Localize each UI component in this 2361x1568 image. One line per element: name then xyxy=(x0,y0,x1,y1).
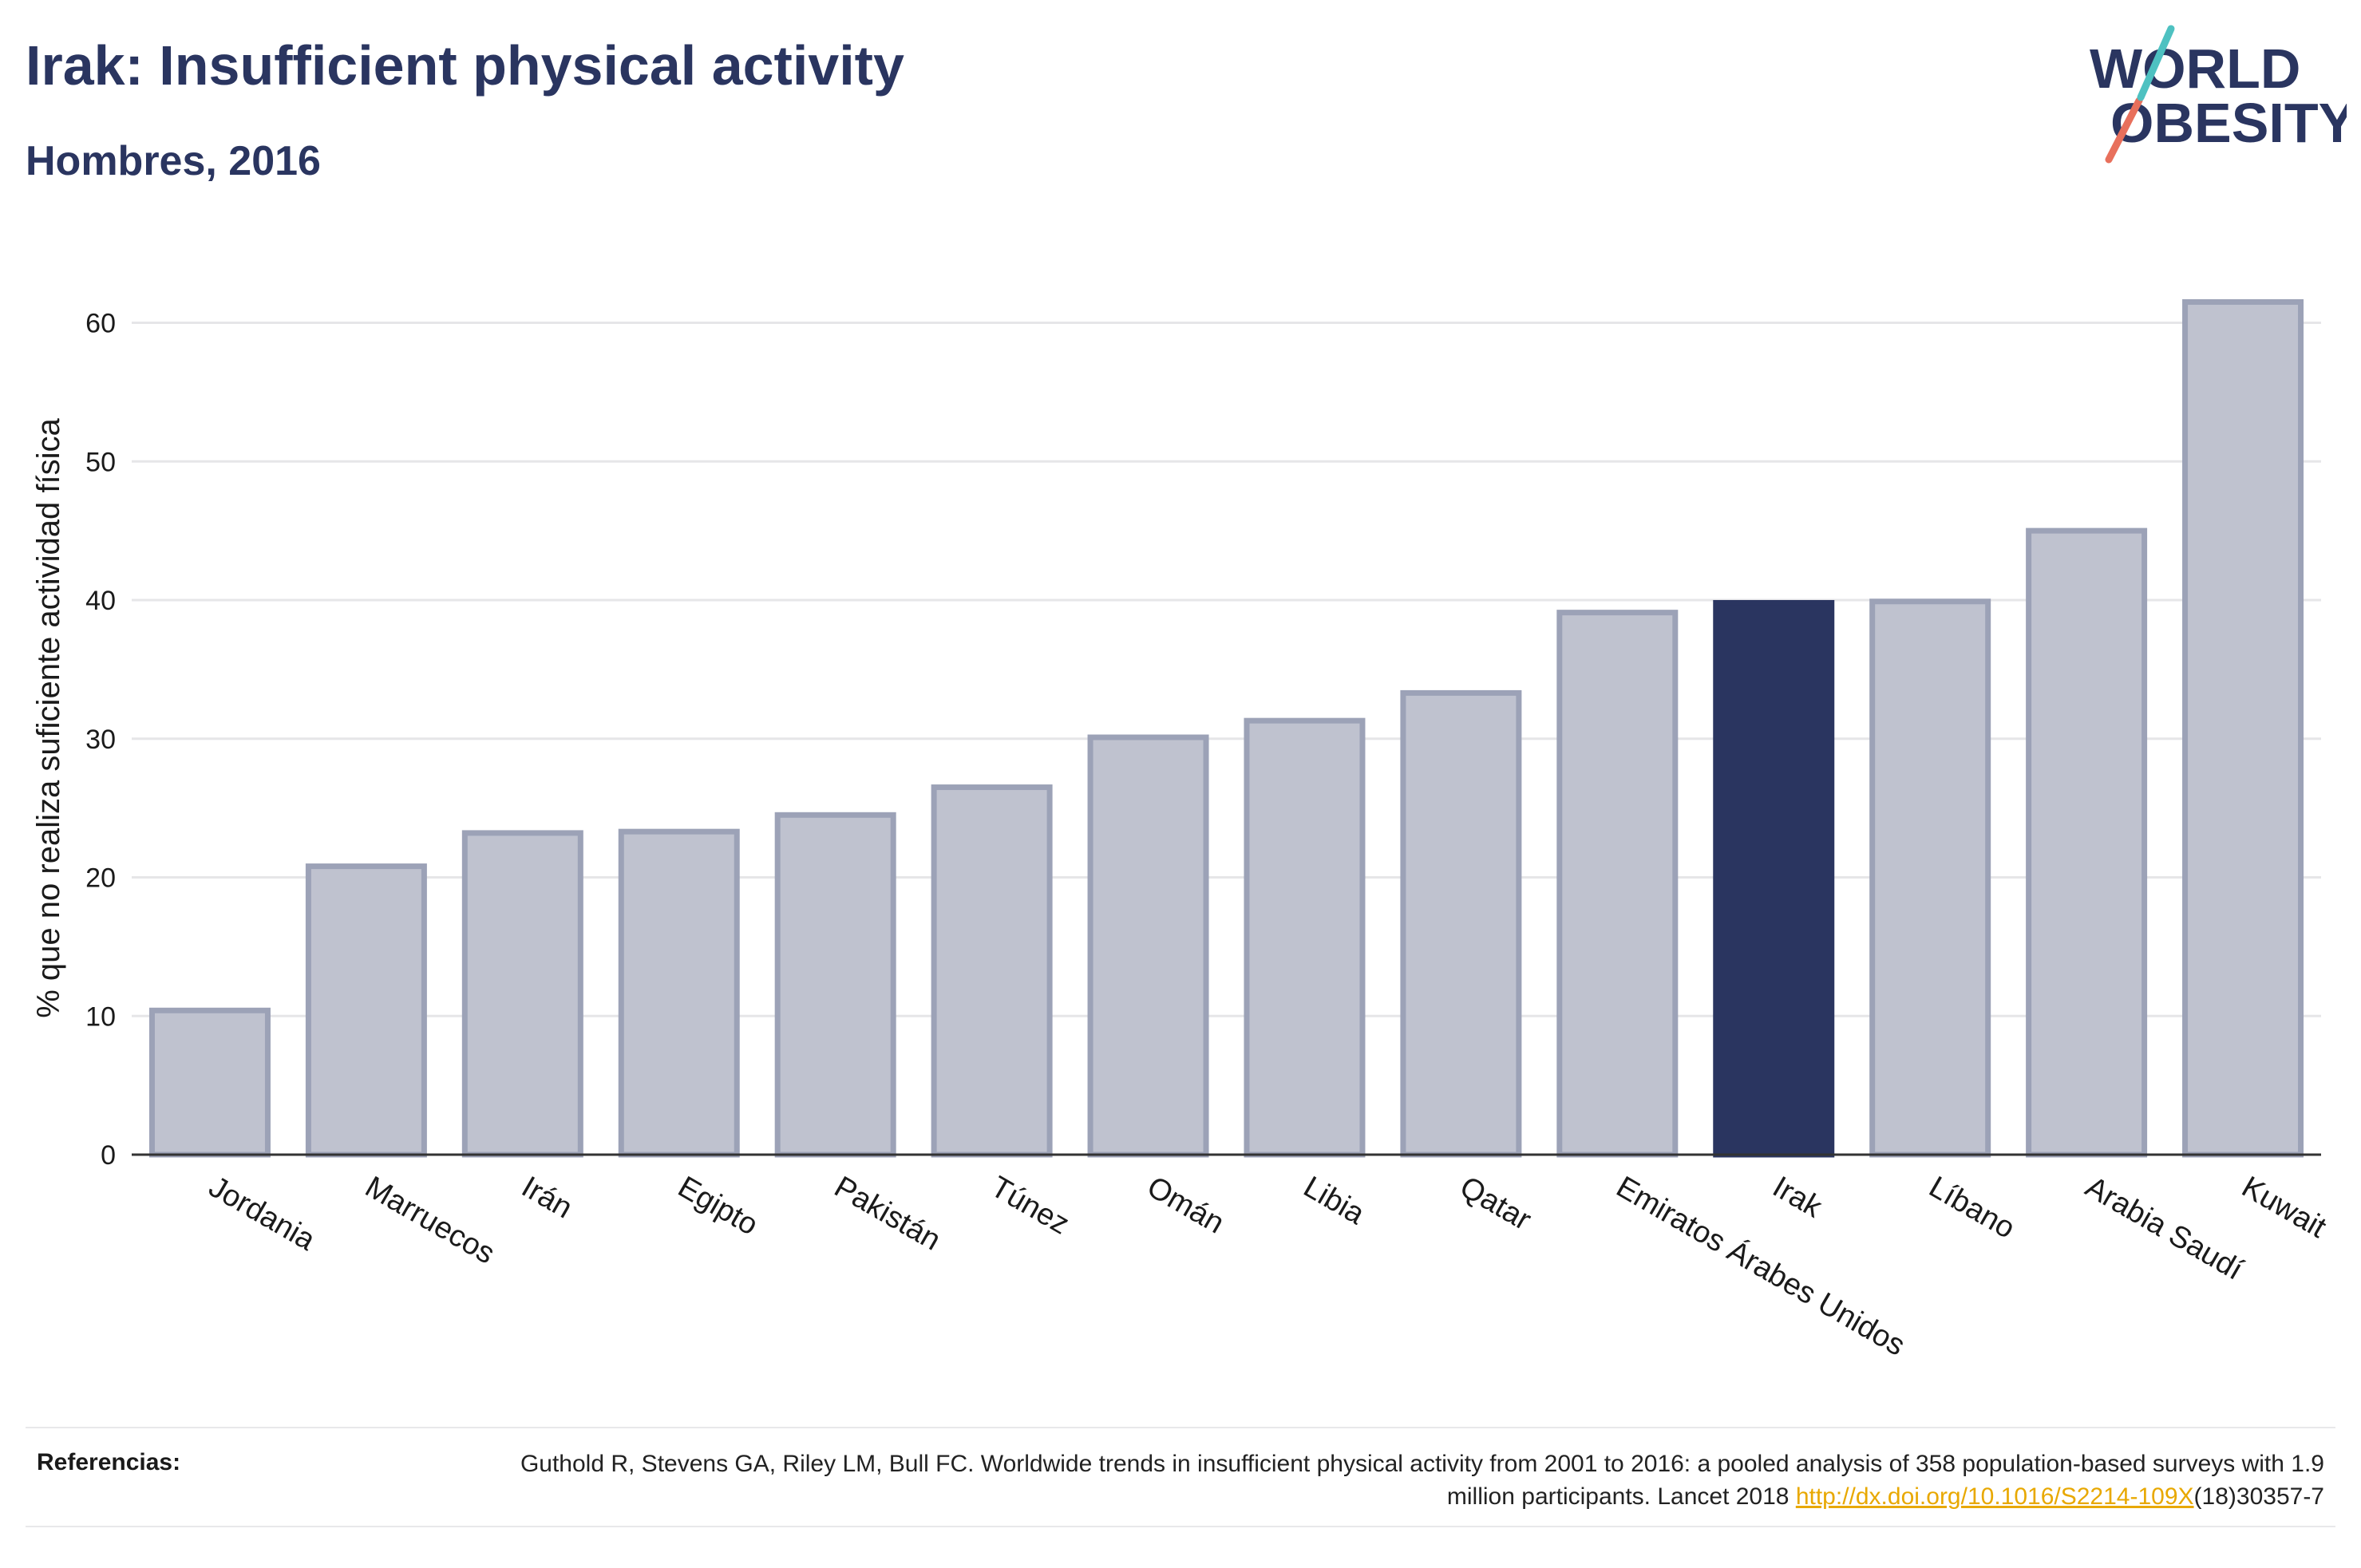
bar-jordania xyxy=(148,1007,271,1158)
bar-qatar xyxy=(1400,689,1522,1158)
y-tick-label: 50 xyxy=(85,447,116,477)
bar-marruecos xyxy=(305,863,427,1158)
x-tick-label: Egipto xyxy=(672,1170,763,1242)
axes: 0 10 20 30 40 50 60 xyxy=(85,309,2321,1171)
x-tick-label: Irán xyxy=(516,1170,578,1225)
bar-líbano xyxy=(1869,598,1991,1158)
y-tick-label: 40 xyxy=(85,586,116,616)
x-tick-label: Pakistán xyxy=(829,1170,946,1257)
gridlines xyxy=(132,322,2321,1017)
chart-subtitle: Hombres, 2016 xyxy=(26,138,321,184)
y-tick-label: 60 xyxy=(85,309,116,339)
bar-chart: 0 10 20 30 40 50 60 Jordania Marruecos Irán Egipt… xyxy=(31,298,2332,1363)
x-tick-label: Kuwait xyxy=(2236,1170,2332,1245)
y-axis-label: % que no realiza suficiente actividad fí… xyxy=(31,417,66,1017)
logo-slash-teal xyxy=(2137,25,2175,101)
x-tick-label: Túnez xyxy=(985,1170,1074,1241)
bar-egipto xyxy=(618,828,740,1158)
bar-omán xyxy=(1087,734,1209,1158)
reference-citation: Guthold R, Stevens GA, Riley LM, Bull FC… xyxy=(520,1451,2324,1510)
bar-libia xyxy=(1244,717,1366,1158)
y-tick-label: 0 xyxy=(101,1140,116,1171)
logo-line1: WORLD xyxy=(2090,38,2300,100)
x-tick-label: Marruecos xyxy=(359,1170,500,1270)
references-footer: Referencias: Guthold R, Stevens GA, Rile… xyxy=(26,1427,2335,1527)
logo-line2: OBESITY xyxy=(2110,92,2347,154)
x-tick-label: Omán xyxy=(1141,1170,1230,1240)
x-tick-label: Líbano xyxy=(1924,1170,2021,1245)
bar-kuwait xyxy=(2182,298,2304,1158)
world-obesity-logo: WORLD OBESITY xyxy=(2090,25,2347,164)
y-tick-label: 30 xyxy=(85,725,116,755)
x-tick-label: Libia xyxy=(1298,1170,1370,1231)
bar-túnez xyxy=(931,784,1053,1158)
references-text: Guthold R, Stevens GA, Riley LM, Bull FC… xyxy=(488,1448,2324,1513)
y-tick-label: 10 xyxy=(85,1001,116,1032)
x-tick-label: Irak xyxy=(1767,1170,1829,1225)
reference-citation-tail: (18)30357-7 xyxy=(2193,1483,2324,1510)
x-tick-label: Qatar xyxy=(1454,1170,1537,1237)
x-tick-label: Arabia Saudí xyxy=(2080,1170,2249,1286)
chart-title: Irak: Insufficient physical activity xyxy=(26,34,904,97)
references-label: Referencias: xyxy=(37,1449,181,1475)
logo-slash-coral xyxy=(2105,97,2143,164)
x-tick-label: Jordania xyxy=(203,1170,321,1258)
y-tick-label: 20 xyxy=(85,863,116,894)
bar-irán xyxy=(461,830,583,1158)
bar-pakistán xyxy=(774,812,896,1158)
bar-arabia-saudí xyxy=(2026,527,2148,1158)
category-labels: Jordania Marruecos Irán Egipto Pakistán Túnez… xyxy=(203,1170,2331,1363)
bars xyxy=(148,298,2304,1158)
bar-irak xyxy=(1713,599,1835,1158)
x-tick-label: Emiratos Árabes Unidos xyxy=(1611,1170,1911,1363)
bar-emiratos-árabes-unidos xyxy=(1556,610,1679,1158)
reference-doi-link[interactable]: http://dx.doi.org/10.1016/S2214-109X xyxy=(1795,1483,2194,1510)
